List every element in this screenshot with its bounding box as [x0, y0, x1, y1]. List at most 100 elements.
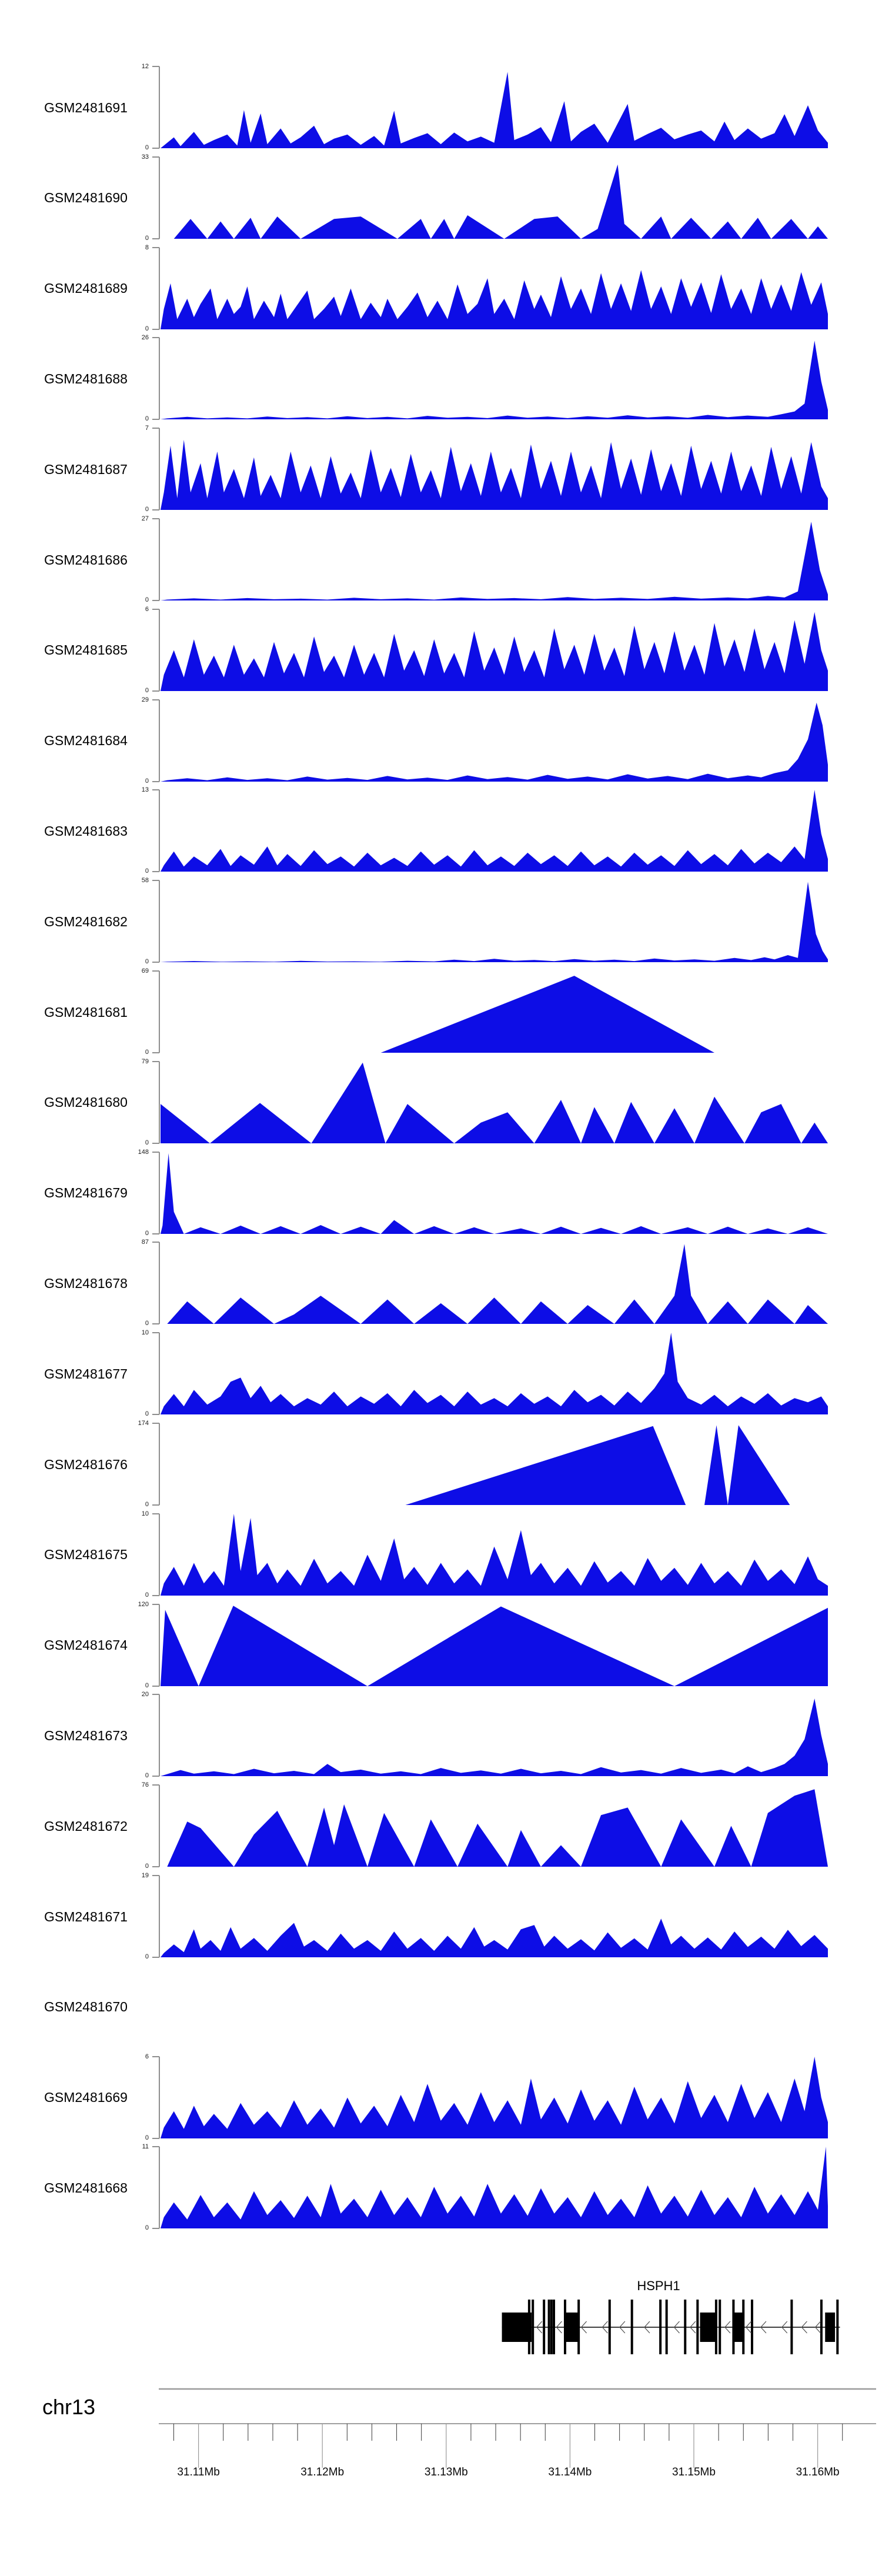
- track-ymax-GSM2481685: 6: [145, 605, 149, 613]
- track-label-GSM2481690: GSM2481690: [44, 190, 128, 206]
- coverage-area-GSM2481682: [161, 882, 828, 963]
- track-ymax-GSM2481681: 69: [141, 967, 149, 975]
- ruler-label-31.14Mb: 31.14Mb: [548, 2466, 592, 2478]
- track-label-GSM2481669: GSM2481669: [44, 2090, 128, 2105]
- chromosome-label: chr13: [42, 2395, 96, 2419]
- track-label-GSM2481676: GSM2481676: [44, 1456, 128, 1472]
- track-yzero-GSM2481682: 0: [145, 958, 149, 966]
- track-label-GSM2481675: GSM2481675: [44, 1547, 128, 1563]
- track-yzero-GSM2481691: 0: [145, 144, 149, 151]
- track-yaxis-GSM2481668: [152, 2146, 160, 2230]
- track-yaxis-GSM2481685: [152, 608, 160, 692]
- track-yaxis-GSM2481687: [152, 428, 160, 511]
- track-ymax-GSM2481683: 13: [141, 786, 149, 794]
- track-yaxis-GSM2481691: [152, 66, 160, 149]
- coverage-area-GSM2481691: [161, 72, 828, 148]
- coverage-area-GSM2481668: [161, 2147, 828, 2229]
- track-yaxis-GSM2481686: [152, 518, 160, 601]
- coverage-area-GSM2481683: [161, 790, 828, 872]
- track-yaxis-GSM2481684: [152, 699, 160, 782]
- track-yzero-GSM2481674: 0: [145, 1681, 149, 1689]
- track-yaxis-GSM2481675: [152, 1513, 160, 1596]
- track-label-GSM2481681: GSM2481681: [44, 1004, 128, 1020]
- coverage-area-GSM2481671: [161, 1918, 828, 1957]
- track-ymax-GSM2481690: 33: [141, 153, 149, 161]
- track-yaxis-GSM2481672: [152, 1784, 160, 1868]
- coverage-area-GSM2481689: [161, 269, 828, 329]
- track-yaxis-GSM2481681: [152, 970, 160, 1053]
- track-ymax-GSM2481679: 148: [138, 1148, 149, 1156]
- coverage-area-GSM2481677: [161, 1333, 828, 1415]
- track-yaxis-GSM2481682: [152, 880, 160, 963]
- ruler-label-31.16Mb: 31.16Mb: [796, 2466, 840, 2478]
- track-ymax-GSM2481680: 79: [141, 1057, 149, 1065]
- track-yzero-GSM2481684: 0: [145, 777, 149, 785]
- track-label-GSM2481680: GSM2481680: [44, 1095, 128, 1110]
- track-ymax-GSM2481684: 29: [141, 696, 149, 703]
- track-label-GSM2481670: GSM2481670: [44, 1999, 128, 2015]
- track-yzero-GSM2481690: 0: [145, 234, 149, 242]
- track-yaxis-GSM2481690: [152, 156, 160, 239]
- track-ymax-GSM2481686: 27: [141, 515, 149, 522]
- track-label-GSM2481678: GSM2481678: [44, 1275, 128, 1291]
- coverage-area-GSM2481681: [161, 976, 828, 1053]
- track-yaxis-GSM2481677: [152, 1332, 160, 1416]
- track-label-GSM2481672: GSM2481672: [44, 1818, 128, 1834]
- track-yzero-GSM2481677: 0: [145, 1410, 149, 1418]
- coverage-area-GSM2481688: [161, 341, 828, 420]
- gene-model: [502, 2300, 840, 2354]
- ruler-label-31.11Mb: 31.11Mb: [177, 2466, 220, 2478]
- coverage-area-GSM2481680: [161, 1062, 828, 1143]
- track-ymax-GSM2481691: 12: [141, 63, 149, 70]
- track-label-GSM2481668: GSM2481668: [44, 2180, 128, 2195]
- track-label-GSM2481682: GSM2481682: [44, 913, 128, 929]
- track-yaxis-GSM2481676: [152, 1423, 160, 1506]
- track-yzero-GSM2481681: 0: [145, 1049, 149, 1056]
- track-yzero-GSM2481676: 0: [145, 1501, 149, 1508]
- track-yzero-GSM2481688: 0: [145, 415, 149, 423]
- track-label-GSM2481677: GSM2481677: [44, 1366, 128, 1382]
- track-ymax-GSM2481682: 58: [141, 877, 149, 885]
- track-yaxis-GSM2481688: [152, 337, 160, 421]
- track-yzero-GSM2481686: 0: [145, 596, 149, 603]
- coverage-area-GSM2481678: [161, 1244, 828, 1324]
- coverage-area-GSM2481679: [161, 1153, 828, 1234]
- track-ymax-GSM2481668: 11: [142, 2143, 149, 2151]
- coverage-area-GSM2481686: [161, 522, 828, 600]
- track-label-GSM2481687: GSM2481687: [44, 461, 128, 477]
- coverage-area-GSM2481676: [161, 1425, 828, 1505]
- track-label-GSM2481686: GSM2481686: [44, 552, 128, 568]
- gene-name-label: HSPH1: [637, 2278, 680, 2293]
- track-yzero-GSM2481668: 0: [145, 2224, 149, 2232]
- track-yaxis-GSM2481673: [152, 1694, 160, 1777]
- coverage-area-GSM2481669: [161, 2056, 828, 2138]
- coverage-area-GSM2481684: [161, 702, 828, 782]
- track-label-GSM2481689: GSM2481689: [44, 281, 128, 296]
- ruler-label-31.12Mb: 31.12Mb: [300, 2466, 345, 2478]
- track-ymax-GSM2481677: 10: [141, 1329, 149, 1337]
- track-yaxis-GSM2481671: [152, 1875, 160, 1958]
- track-yzero-GSM2481673: 0: [145, 1772, 149, 1780]
- track-ymax-GSM2481688: 26: [141, 334, 149, 342]
- ruler-label-31.15Mb: 31.15Mb: [672, 2466, 716, 2478]
- track-label-GSM2481684: GSM2481684: [44, 733, 128, 749]
- track-ymax-GSM2481675: 10: [141, 1510, 149, 1517]
- track-yzero-GSM2481671: 0: [145, 1953, 149, 1960]
- track-label-GSM2481673: GSM2481673: [44, 1727, 128, 1743]
- track-label-GSM2481685: GSM2481685: [44, 642, 128, 658]
- track-label-GSM2481691: GSM2481691: [44, 99, 128, 115]
- coverage-area-GSM2481674: [161, 1605, 828, 1686]
- track-yzero-GSM2481672: 0: [145, 1863, 149, 1870]
- track-ymax-GSM2481689: 8: [145, 243, 149, 251]
- track-yaxis-GSM2481678: [152, 1242, 160, 1325]
- track-yzero-GSM2481678: 0: [145, 1320, 149, 1327]
- coverage-area-GSM2481687: [161, 440, 828, 510]
- coverage-area-GSM2481690: [161, 164, 828, 239]
- coverage-area-GSM2481673: [161, 1699, 828, 1777]
- track-yzero-GSM2481675: 0: [145, 1591, 149, 1599]
- coverage-area-GSM2481685: [161, 612, 828, 691]
- track-yaxis-GSM2481680: [152, 1060, 160, 1144]
- coverage-area-GSM2481675: [161, 1513, 828, 1596]
- track-label-GSM2481688: GSM2481688: [44, 371, 128, 386]
